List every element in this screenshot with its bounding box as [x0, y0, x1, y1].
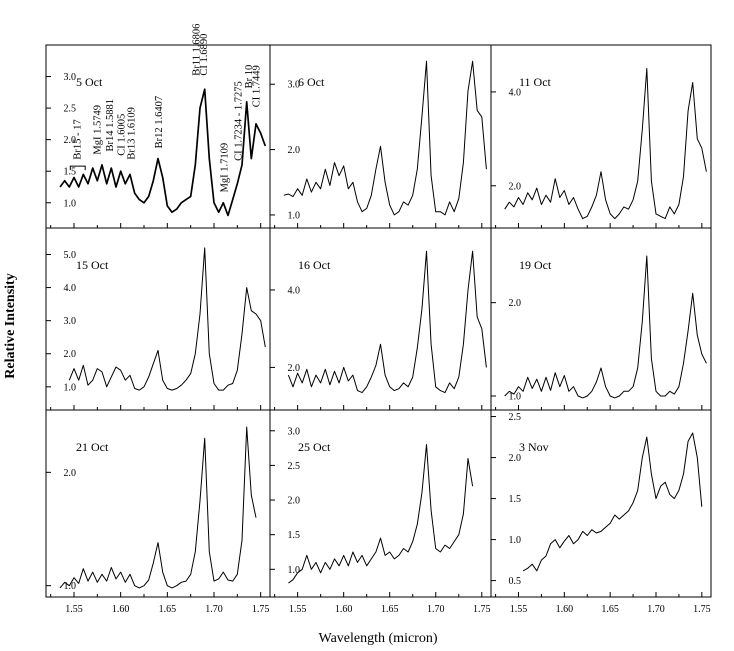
line-id-label: Br11 1.6806	[191, 24, 202, 76]
panel-date-label: 16 Oct	[298, 258, 331, 272]
spectrum-line	[504, 68, 707, 220]
y-tick-label: 3.0	[288, 426, 301, 437]
panel-date-label: 25 Oct	[298, 440, 331, 454]
y-tick-label: 1.0	[288, 210, 301, 221]
y-tick-label: 3.0	[288, 80, 301, 91]
y-tick-label: 2.0	[64, 135, 77, 146]
spectrum-line	[287, 250, 487, 394]
panel-5: 2.0 4.0 16 Oct	[269, 227, 492, 411]
y-tick-label: 2.0	[509, 181, 522, 192]
panel-frame	[45, 227, 271, 411]
y-tick-label: 2.0	[509, 453, 522, 464]
line-id-label: Br12 1.6407	[154, 96, 165, 149]
x-tick-label: 1.70	[205, 604, 223, 615]
line-id-label: Br 10	[244, 65, 255, 89]
line-id-label: Br13 1.6109	[126, 107, 137, 160]
panel-frame	[45, 409, 271, 598]
x-tick-label: 1.65	[381, 604, 399, 615]
y-tick-label: 1.5	[509, 494, 522, 505]
panel-date-label: 19 Oct	[519, 258, 552, 272]
spectrum-line	[68, 247, 266, 391]
panel-frame	[269, 227, 492, 411]
line-identification-annotations: Br15 - 17 MgI 1.5749 Br14 1.5881 CI 1.6005B…	[69, 24, 262, 193]
y-tick-label: 5.0	[64, 250, 77, 261]
y-axis-title: Relative Intensity	[3, 273, 18, 378]
y-tick-label: 1.5	[288, 530, 301, 541]
y-tick-label: 4.0	[509, 87, 522, 98]
panel-date-label: 15 Oct	[76, 258, 109, 272]
y-tick-label: 1.0	[509, 392, 522, 403]
panel-9: 0.5 1.0 1.5 2.0 2.5 1.55 1.60 1.65 1.70 1.75 3 Nov	[490, 409, 712, 615]
line-id-label: Br15 - 17	[72, 119, 83, 159]
panel-4: 1.0 2.0 3.0 4.0 5.015 Oct	[45, 227, 271, 411]
x-axis-title: Wavelength (micron)	[319, 631, 438, 646]
x-tick-label: 1.60	[112, 604, 130, 615]
panel-date-label: 3 Nov	[519, 440, 549, 454]
x-tick-label: 1.60	[556, 604, 574, 615]
y-tick-label: 3.0	[64, 316, 77, 327]
panel-date-label: 11 Oct	[519, 75, 552, 89]
x-tick-label: 1.65	[159, 604, 177, 615]
y-tick-label: 2.5	[509, 412, 522, 423]
spectrum-line	[59, 426, 257, 589]
spectrum-line	[504, 255, 707, 399]
spectrum-line	[522, 432, 703, 572]
line-id-label: Br14 1.5881	[105, 99, 116, 152]
panel-8: 1.0 1.5 2.0 2.5 3.0 1.55 1.60 1.65 1.70 1.75 25 Oc…	[269, 409, 492, 615]
panel-2: 1.0 2.0 3.06 Oct	[269, 44, 492, 229]
x-tick-label: 1.65	[601, 604, 619, 615]
x-tick-label: 1.75	[252, 604, 270, 615]
y-tick-label: 2.0	[64, 468, 77, 479]
panel-3: 2.0 4.011 Oct	[490, 44, 712, 229]
x-tick-label: 1.75	[693, 604, 711, 615]
line-id-label: CI 1.7234 - 1.7275	[233, 81, 244, 161]
y-tick-label: 1.5	[64, 167, 77, 178]
line-id-label: CI 1.6005	[117, 114, 128, 156]
panel-frame	[490, 227, 712, 411]
panel-frame	[490, 409, 712, 598]
line-id-label: MgI 1.7109	[220, 143, 231, 193]
y-tick-label: 4.0	[64, 283, 77, 294]
y-tick-label: 2.5	[64, 104, 77, 115]
spectrum-line	[59, 88, 267, 217]
y-tick-label: 1.0	[64, 581, 77, 592]
panel-frame	[490, 44, 712, 229]
y-tick-label: 1.0	[509, 535, 522, 546]
panel-7: 1.0 2.0 1.55 1.60 1.65 1.70 1.75 21 Oct	[45, 409, 271, 615]
y-tick-label: 0.5	[509, 576, 522, 587]
x-tick-label: 1.75	[473, 604, 491, 615]
y-tick-label: 1.0	[64, 198, 77, 209]
y-tick-label: 1.0	[64, 382, 77, 393]
panel-date-label: 6 Oct	[298, 75, 325, 89]
y-tick-label: 2.5	[288, 461, 301, 472]
panel-date-label: 5 Oct	[76, 75, 103, 89]
x-tick-label: 1.60	[335, 604, 353, 615]
line-id-label: MgI 1.5749	[93, 105, 104, 155]
x-tick-label: 1.70	[647, 604, 665, 615]
y-tick-label: 2.0	[64, 349, 77, 360]
y-tick-label: 3.0	[64, 72, 77, 83]
y-tick-label: 2.0	[509, 298, 522, 309]
panel-frame	[269, 409, 492, 598]
y-tick-label: 2.0	[288, 145, 301, 156]
y-tick-label: 1.0	[288, 565, 301, 576]
spectrum-line	[288, 444, 474, 584]
br15-17-bracket	[69, 165, 86, 171]
y-tick-label: 4.0	[288, 285, 301, 296]
x-tick-label: 1.55	[65, 604, 83, 615]
panel-date-label: 21 Oct	[76, 440, 109, 454]
y-tick-label: 2.0	[288, 496, 301, 507]
x-tick-label: 1.55	[510, 604, 528, 615]
y-tick-label: 2.0	[288, 363, 301, 374]
line-id-label: CI 1.7449	[251, 65, 262, 107]
x-tick-label: 1.55	[289, 604, 307, 615]
spectrum-line	[283, 60, 487, 216]
x-tick-label: 1.70	[427, 604, 445, 615]
line-id-label: CI 1.6890	[199, 34, 210, 76]
panel-6: 1.0 2.0 19 Oct	[490, 227, 712, 411]
